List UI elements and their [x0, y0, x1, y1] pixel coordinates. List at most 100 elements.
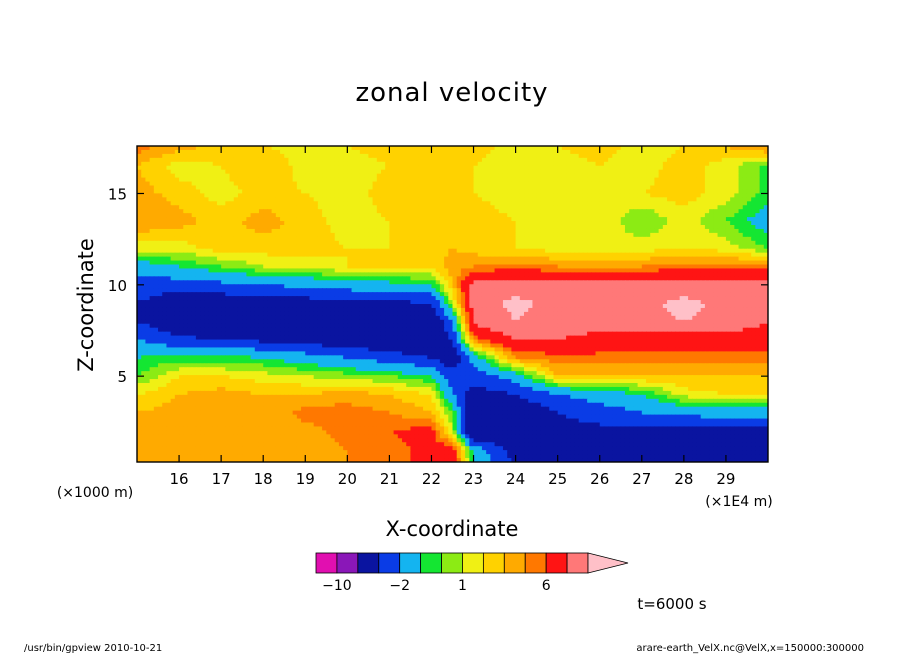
field-cell	[582, 205, 588, 210]
field-cell	[612, 244, 618, 250]
field-cell	[406, 149, 412, 155]
field-cell	[494, 205, 500, 210]
field-cell	[364, 173, 369, 179]
field-cell	[414, 244, 420, 250]
field-cell	[587, 252, 592, 258]
field-cell	[347, 201, 353, 206]
field-cell	[742, 217, 748, 222]
field-cell	[536, 228, 542, 234]
field-cell	[713, 236, 719, 242]
field-cell	[746, 228, 752, 234]
field-cell	[549, 221, 555, 226]
field-cell	[191, 165, 197, 171]
field-cell	[700, 264, 706, 270]
field-cell	[502, 264, 508, 270]
field-cell	[280, 240, 285, 246]
field-cell	[721, 189, 727, 194]
field-cell	[330, 272, 336, 277]
field-cell	[338, 173, 344, 179]
field-cell	[359, 197, 365, 202]
field-cell	[561, 193, 567, 198]
field-cell	[763, 205, 768, 210]
field-cell	[368, 213, 374, 218]
field-cell	[263, 157, 269, 163]
field-cell	[200, 189, 205, 194]
field-cell	[532, 153, 538, 159]
field-cell	[730, 260, 735, 266]
field-cell	[696, 149, 702, 155]
field-cell	[334, 173, 340, 179]
field-cell	[725, 153, 731, 159]
field-cell	[751, 256, 756, 262]
field-cell	[166, 248, 172, 254]
field-cell	[456, 169, 462, 175]
field-cell	[603, 232, 609, 238]
field-cell	[566, 256, 571, 262]
field-cell	[313, 213, 319, 218]
field-cell	[545, 252, 550, 258]
field-cell	[658, 228, 664, 234]
field-cell	[587, 217, 592, 222]
field-cell	[145, 157, 151, 163]
field-cell	[376, 201, 382, 206]
field-cell	[629, 189, 634, 194]
field-cell	[591, 149, 597, 155]
field-cell	[545, 197, 550, 202]
field-cell	[208, 221, 214, 226]
field-cell	[725, 244, 731, 250]
field-cell	[258, 201, 264, 206]
field-cell	[427, 232, 433, 238]
field-cell	[338, 146, 344, 151]
field-cell	[511, 185, 517, 191]
field-cell	[578, 153, 584, 159]
field-cell	[183, 181, 189, 187]
field-cell	[460, 205, 466, 210]
field-cell	[574, 205, 580, 210]
field-cell	[755, 181, 761, 187]
field-cell	[528, 244, 534, 250]
field-cell	[288, 217, 294, 222]
field-cell	[502, 236, 508, 242]
field-cell	[452, 217, 458, 222]
field-cell	[566, 232, 571, 238]
field-cell	[591, 236, 597, 242]
field-cell	[254, 248, 260, 254]
field-cell	[254, 181, 260, 187]
field-cell	[237, 252, 243, 258]
field-cell	[692, 256, 698, 262]
field-cell	[612, 256, 618, 262]
field-cell	[763, 201, 768, 206]
field-cell	[679, 260, 685, 266]
field-cell	[679, 213, 685, 218]
field-cell	[322, 276, 327, 281]
field-cell	[402, 209, 407, 214]
field-cell	[763, 232, 768, 238]
field-cell	[137, 165, 142, 171]
field-cell	[448, 240, 454, 246]
field-cell	[254, 232, 260, 238]
field-cell	[149, 260, 155, 266]
field-cell	[519, 181, 525, 187]
field-cell	[431, 181, 437, 187]
field-cell	[465, 201, 470, 206]
field-cell	[372, 169, 378, 175]
field-cell	[738, 157, 744, 163]
field-cell	[570, 169, 576, 175]
field-cell	[582, 189, 588, 194]
field-cell	[334, 181, 340, 187]
field-cell	[498, 146, 504, 151]
field-cell	[595, 272, 601, 277]
field-cell	[662, 181, 668, 187]
field-cell	[591, 228, 597, 234]
field-cell	[179, 153, 184, 159]
field-cell	[448, 146, 454, 151]
field-cell	[700, 189, 706, 194]
field-cell	[372, 225, 378, 230]
field-cell	[675, 244, 681, 250]
field-cell	[633, 149, 639, 155]
field-cell	[296, 149, 302, 155]
field-cell	[385, 181, 390, 187]
field-cell	[734, 221, 740, 226]
field-cell	[347, 157, 353, 163]
field-cell	[494, 165, 500, 171]
